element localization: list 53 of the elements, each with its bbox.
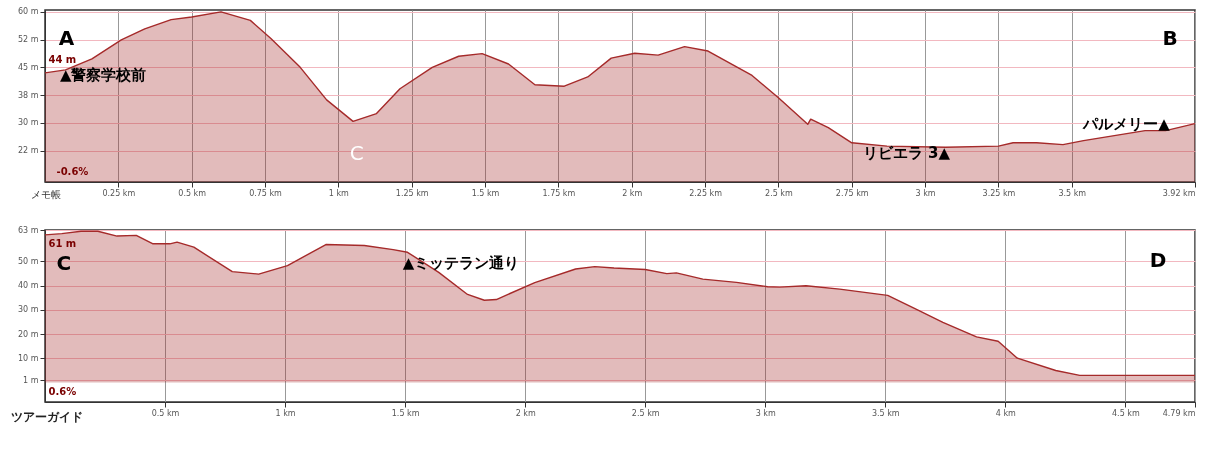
x-tick-label: 2.25 km (689, 188, 723, 198)
y-tick-label: 1 m (23, 375, 39, 385)
y-tick-label: 30 m (17, 118, 39, 128)
x-tick-label: 0.5 km (151, 408, 180, 418)
y-tick-label: 22 m (17, 146, 39, 156)
y-tick-label: 63 m (17, 225, 39, 235)
annotation: 44 m (48, 53, 77, 65)
y-tick-label: 52 m (17, 35, 39, 45)
x-tick-label: 4.79 km (1162, 408, 1196, 418)
annotation: C (349, 141, 364, 166)
annotation: パルメリー▲ (1082, 114, 1171, 133)
text: ツアーガイド (10, 409, 83, 424)
annotation: B (1162, 26, 1178, 51)
y-tick-label: 38 m (17, 90, 39, 100)
x-tick-label: 0.25 km (102, 188, 136, 198)
y-tick-label: 60 m (17, 7, 39, 17)
x-tick-label: 2 km (622, 188, 643, 198)
x-tick-label: 1 km (328, 188, 350, 198)
x-tick-label: 0.5 km (178, 188, 207, 198)
x-tick-label: 1.5 km (471, 188, 500, 198)
x-tick-label: 3 km (755, 408, 776, 418)
annotation: リビエラ 3▲ (862, 143, 951, 162)
x-tick-label: 3.5 km (1058, 188, 1087, 198)
x-tick-label: 2.5 km (765, 188, 793, 198)
annotation: ▲警察学校前 (59, 66, 147, 85)
x-tick-label: 3.5 km (871, 408, 900, 418)
y-tick-label: 40 m (17, 281, 39, 291)
x-tick-label: 1 km (275, 408, 296, 418)
annotation: ▲ミッテラン通り (402, 253, 520, 272)
y-tick-label: 50 m (17, 256, 39, 266)
x-tick-label: 3 km (915, 188, 936, 198)
x-tick-label: 3.25 km (982, 188, 1016, 198)
annotation: 0.6% (48, 385, 77, 397)
y-tick-label: 20 m (17, 329, 39, 339)
annotation: C (56, 251, 72, 276)
annotation: D (1149, 247, 1167, 272)
annotation: 61 m (48, 237, 77, 249)
x-tick-label: 2.75 km (835, 188, 869, 198)
annotation: -0.6% (56, 165, 89, 177)
x-tick-label: 3.92 km (1162, 188, 1196, 198)
text: メモ帳 (31, 188, 62, 200)
y-tick-label: 10 m (17, 353, 39, 363)
x-tick-label: 2.5 km (631, 408, 660, 418)
x-tick-label: 0.75 km (249, 188, 283, 198)
x-tick-label: 1.75 km (542, 188, 576, 198)
y-tick-label: 45 m (17, 62, 39, 72)
x-tick-label: 1.25 km (395, 188, 429, 198)
x-tick-label: 2 km (515, 408, 536, 418)
x-tick-label: 4 km (995, 408, 1017, 418)
y-tick-label: 30 m (17, 305, 39, 315)
x-tick-label: 1.5 km (391, 408, 420, 418)
x-tick-label: 4.5 km (1112, 408, 1140, 418)
annotation: A (58, 26, 75, 51)
